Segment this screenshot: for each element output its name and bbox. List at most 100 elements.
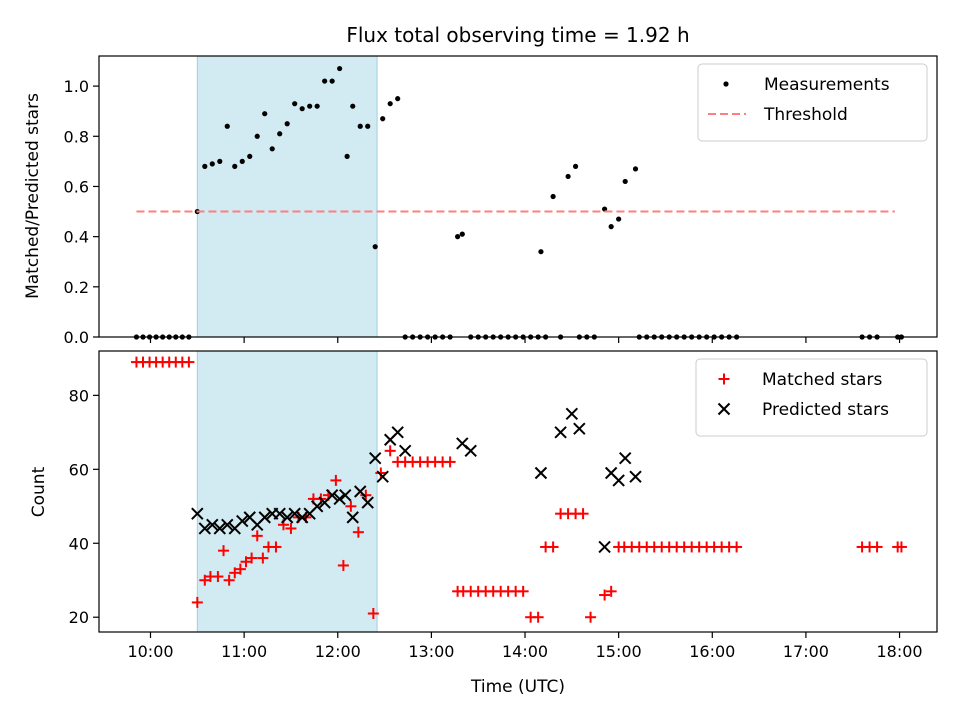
matched-stars-point xyxy=(183,356,195,368)
bottom-y-tick-label: 40 xyxy=(69,534,89,553)
top-y-tick-label: 1.0 xyxy=(64,77,89,96)
top-axes-frame xyxy=(98,55,938,338)
matched-stars-point xyxy=(212,571,224,583)
matched-stars-point xyxy=(352,526,364,538)
predicted-stars-point xyxy=(339,488,352,502)
matched-stars-point xyxy=(532,611,544,623)
predicted-stars-point xyxy=(534,466,548,480)
measurement-point xyxy=(209,161,215,167)
x-tick-label: 10:00 xyxy=(127,642,173,661)
measurement-point xyxy=(550,193,556,200)
predicted-stars-point xyxy=(258,511,271,524)
measurement-point xyxy=(307,103,313,109)
bottom-panel: 20 40 60 80 10:00 11:00 12:00 13:00 14:00 15:00 16… xyxy=(69,350,938,661)
matched-stars-point xyxy=(218,545,230,557)
matched-stars-point xyxy=(199,574,211,586)
measurement-point xyxy=(565,173,571,180)
matched-stars-point xyxy=(599,589,611,601)
matched-stars-point xyxy=(375,467,387,479)
top-y-tick-label: 0.2 xyxy=(64,278,89,297)
top-y-tick-label: 0.6 xyxy=(64,177,89,196)
predicted-stars-point xyxy=(206,518,219,531)
matched-stars-point xyxy=(345,500,357,512)
predicted-stars-point xyxy=(333,492,346,506)
top-y-axis-label: Matched/Predicted stars xyxy=(23,93,43,299)
matched-stars-point xyxy=(337,559,349,571)
measurement-point xyxy=(254,133,260,139)
x-tick-label: 15:00 xyxy=(596,642,642,661)
measurement-point xyxy=(372,244,378,250)
predicted-stars-point xyxy=(221,518,234,531)
matched-stars-point xyxy=(251,530,263,542)
chart-title: Flux total observing time = 1.92 h xyxy=(346,23,689,47)
predicted-stars-point xyxy=(464,444,477,458)
top-panel: 0.0 0.2 0.4 0.6 0.8 1.0 Measurements Threshold xyxy=(64,55,938,347)
bottom-y-axis-label: Count xyxy=(29,466,49,517)
matched-stars-point xyxy=(330,474,342,486)
measurement-point xyxy=(387,101,393,107)
measurement-point xyxy=(292,101,298,107)
top-y-tick-label: 0.0 xyxy=(64,328,89,347)
top-y-tick-label: 0.4 xyxy=(64,228,89,247)
matched-stars-point xyxy=(223,574,235,586)
matched-stars-point xyxy=(234,563,246,575)
matched-stars-point xyxy=(577,508,589,520)
predicted-stars-point xyxy=(598,540,611,554)
measurement-point xyxy=(357,123,363,129)
legend-label: Measurements xyxy=(764,75,890,95)
predicted-stars-point xyxy=(361,496,374,509)
matched-stars-point xyxy=(444,456,456,468)
predicted-stars-point xyxy=(376,470,389,483)
predicted-stars-point xyxy=(369,452,382,465)
measurement-point xyxy=(284,121,290,127)
predicted-stars-point xyxy=(213,522,226,535)
measurement-point xyxy=(314,103,320,109)
bottom-y-tick-label: 20 xyxy=(69,608,89,627)
measurement-point xyxy=(277,131,283,137)
measurement-point xyxy=(299,106,305,112)
measurement-point xyxy=(395,96,401,102)
matched-stars-point xyxy=(229,567,241,579)
top-observing-span xyxy=(196,55,378,338)
measurement-point xyxy=(608,224,614,230)
matched-stars-point xyxy=(384,445,396,457)
measurement-point xyxy=(337,65,343,72)
measurement-point xyxy=(459,231,465,237)
legend-label: Matched stars xyxy=(762,370,882,390)
measurement-point xyxy=(262,111,268,117)
matched-stars-point xyxy=(367,608,379,620)
predicted-stars-point xyxy=(391,426,404,439)
measurement-point xyxy=(602,206,608,212)
predicted-stars-point xyxy=(346,511,359,524)
predicted-stars-point xyxy=(295,511,309,524)
legend-matched-marker xyxy=(718,373,730,385)
predicted-stars-point xyxy=(273,507,286,520)
legend-measurements-marker xyxy=(723,81,729,87)
predicted-stars-point xyxy=(612,474,625,487)
measurement-point xyxy=(247,153,253,159)
matched-stars-point xyxy=(191,596,203,608)
predicted-stars-point xyxy=(191,507,204,520)
predicted-stars-point xyxy=(573,422,586,435)
measurement-point xyxy=(616,216,622,222)
bottom-observing-span xyxy=(196,350,378,633)
matched-stars-point xyxy=(731,541,743,553)
predicted-stars-point xyxy=(619,452,632,465)
x-tick-label: 18:00 xyxy=(876,642,922,661)
measurement-point xyxy=(232,163,238,169)
x-tick-label: 17:00 xyxy=(783,642,829,661)
predicted-stars-point xyxy=(310,500,324,513)
matched-stars-point xyxy=(257,552,269,564)
predicted-stars-point xyxy=(554,426,567,439)
measurement-point xyxy=(344,153,350,159)
predicted-stars-point xyxy=(354,485,367,498)
x-tick-label: 16:00 xyxy=(689,642,735,661)
measurement-point xyxy=(365,123,371,129)
x-tick-label: 11:00 xyxy=(221,642,267,661)
matched-stars-point xyxy=(605,585,617,597)
x-tick-label: 14:00 xyxy=(502,642,548,661)
legend-label: Predicted stars xyxy=(762,400,889,420)
predicted-stars-point xyxy=(629,470,642,483)
bottom-axes-frame xyxy=(98,350,938,633)
measurement-point xyxy=(202,163,208,169)
